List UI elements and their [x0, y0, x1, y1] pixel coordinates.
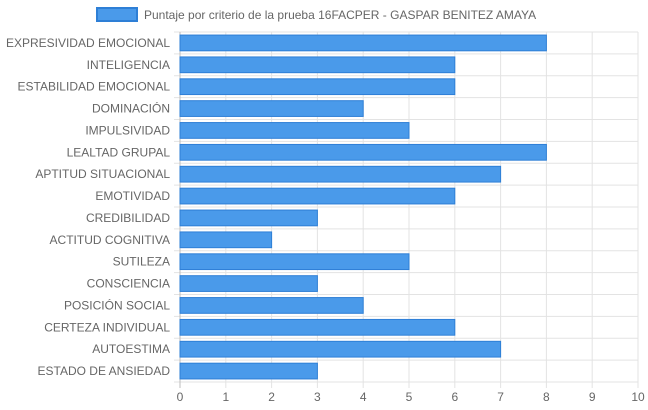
x-tick-label: 0 [177, 390, 184, 404]
legend[interactable]: Puntaje por criterio de la prueba 16FACP… [96, 7, 536, 22]
category-label: CONSCIENCIA [87, 277, 170, 291]
x-tick-label: 2 [268, 390, 275, 404]
category-label: EMOTIVIDAD [95, 189, 170, 203]
bar[interactable] [179, 56, 456, 74]
bar[interactable] [179, 165, 502, 183]
legend-swatch[interactable] [96, 7, 138, 22]
category-label: ESTABILIDAD EMOCIONAL [18, 80, 171, 94]
bar[interactable] [179, 318, 456, 336]
category-label: AUTOESTIMA [92, 342, 170, 356]
bar[interactable] [179, 362, 318, 380]
category-label: ESTADO DE ANSIEDAD [38, 364, 171, 378]
category-label: SUTILEZA [113, 255, 170, 269]
category-label: CERTEZA INDIVIDUAL [44, 320, 170, 334]
category-label: POSICIÓN SOCIAL [64, 297, 170, 312]
bar[interactable] [179, 340, 502, 358]
bar[interactable] [179, 275, 318, 292]
category-labels: EXPRESIVIDAD EMOCIONAL INTELIGENCIA ESTABI… [6, 36, 170, 378]
category-label: EXPRESIVIDAD EMOCIONAL [6, 36, 170, 50]
category-label: DOMINACIÓN [92, 101, 170, 116]
x-tick-label: 10 [631, 390, 645, 404]
bar[interactable] [179, 143, 547, 161]
bar[interactable] [179, 78, 456, 96]
category-label: INTELIGENCIA [87, 58, 170, 72]
bar[interactable] [179, 253, 410, 271]
x-tick-label: 6 [451, 390, 458, 404]
category-label: ACTITUD COGNITIVA [50, 233, 170, 247]
bar[interactable] [179, 122, 410, 139]
category-label: LEALTAD GRUPAL [67, 145, 171, 159]
x-tick-label: 4 [360, 390, 367, 404]
x-tick-labels: 0 1 2 3 4 5 6 7 8 9 10 [177, 390, 645, 404]
x-tick-label: 8 [543, 390, 550, 404]
category-label: CREDIBILIDAD [86, 211, 170, 225]
category-label: IMPULSIVIDAD [85, 123, 170, 137]
x-tick-label: 7 [497, 390, 504, 404]
legend-label[interactable]: Puntaje por criterio de la prueba 16FACP… [144, 8, 536, 22]
bar[interactable] [179, 209, 318, 227]
x-tick-label: 9 [589, 390, 596, 404]
x-tick-label: 5 [406, 390, 413, 404]
bar[interactable] [179, 100, 364, 117]
x-tick-label: 1 [222, 390, 229, 404]
bar[interactable] [179, 187, 456, 205]
x-tick-label: 3 [314, 390, 321, 404]
bar[interactable] [179, 231, 273, 249]
bar[interactable] [179, 297, 364, 314]
category-label: APTITUD SITUACIONAL [35, 167, 170, 181]
bar[interactable] [179, 34, 547, 52]
bars [179, 34, 547, 380]
